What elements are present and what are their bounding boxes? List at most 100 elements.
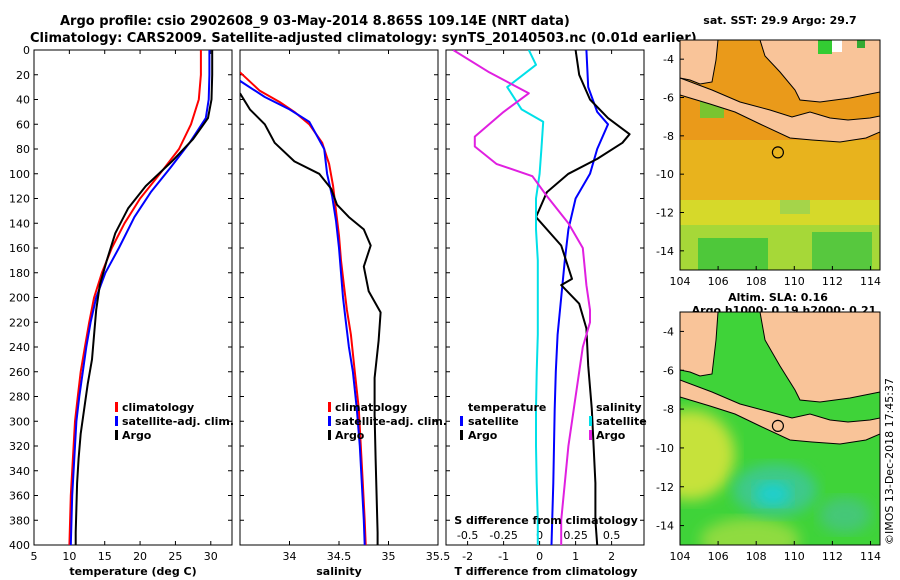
t-diff-xlabel: T difference from climatology bbox=[454, 565, 637, 578]
x-tick-label: 25 bbox=[168, 550, 182, 563]
x-tick-label: -2 bbox=[462, 550, 473, 563]
legend-satellite: satellite-adj. clim. bbox=[335, 415, 447, 428]
map-x-tick-label: 114 bbox=[860, 550, 881, 563]
series-line bbox=[550, 50, 609, 545]
legend-t-argo-swatch bbox=[460, 430, 463, 440]
y-tick-label: 240 bbox=[9, 341, 30, 354]
x-tick-label: 20 bbox=[133, 550, 147, 563]
legend-argo: Argo bbox=[122, 429, 152, 442]
legend-s-argo-swatch bbox=[589, 430, 592, 440]
legend-argo-swatch bbox=[328, 430, 331, 440]
x2-tick-label: 0.5 bbox=[603, 529, 621, 542]
map-y-tick-label: -8 bbox=[663, 403, 674, 416]
imos-stamp: ©IMOS 13-Dec-2018 17:45:37 bbox=[883, 378, 896, 545]
sla-map-frame bbox=[679, 311, 881, 546]
sst-map-title: sat. SST: 29.9 Argo: 29.7 bbox=[703, 14, 856, 27]
legend-argo: Argo bbox=[335, 429, 365, 442]
series-line bbox=[506, 50, 545, 545]
sla-map-profile-marker bbox=[771, 419, 785, 432]
series-line bbox=[452, 50, 591, 545]
map-x-tick-label: 104 bbox=[670, 550, 691, 563]
map-y-tick-label: -6 bbox=[663, 364, 674, 377]
y-tick-label: 340 bbox=[9, 465, 30, 478]
series-line bbox=[68, 50, 202, 545]
y-tick-label: 80 bbox=[16, 143, 30, 156]
difference-panel: -2 -1 0 1 2 -0.5 -0.25 0 0.25 0.5 S difference fr… bbox=[445, 49, 647, 578]
x-tick-label: 34 bbox=[283, 550, 297, 563]
y-tick-label: 20 bbox=[16, 69, 30, 82]
sst-map-profile-marker bbox=[771, 146, 785, 159]
legend-satellite-swatch bbox=[328, 416, 331, 426]
x-tick-label: 1 bbox=[572, 550, 579, 563]
map-x-tick-label: 104 bbox=[670, 275, 691, 288]
map-x-tick-label: 108 bbox=[746, 550, 767, 563]
salinity-panel: 34 34.5 35 35.5 salinity climatology satell… bbox=[239, 49, 451, 578]
map-y-tick-label: -14 bbox=[656, 520, 674, 533]
x-tick-label: 0 bbox=[536, 550, 543, 563]
series-line bbox=[74, 50, 214, 545]
sla-map-panel: Altim. SLA: 0.16 Argo h1000: 0.19 h2000:… bbox=[656, 291, 881, 563]
y-tick-label: 180 bbox=[9, 267, 30, 280]
map-y-tick-label: -4 bbox=[663, 325, 674, 338]
map-x-tick-label: 106 bbox=[708, 275, 729, 288]
map-x-tick-label: 108 bbox=[746, 275, 767, 288]
series-line bbox=[240, 80, 366, 545]
map-x-tick-label: 106 bbox=[708, 550, 729, 563]
x2-tick-label: 0.25 bbox=[563, 529, 588, 542]
y-tick-label: 260 bbox=[9, 366, 30, 379]
y-tick-label: 160 bbox=[9, 242, 30, 255]
sla-map-image bbox=[680, 312, 880, 545]
sla-map-title: Altim. SLA: 0.16 bbox=[728, 291, 828, 304]
y-tick-label: 60 bbox=[16, 118, 30, 131]
x-tick-label: 5 bbox=[31, 550, 38, 563]
y-tick-label: 220 bbox=[9, 316, 30, 329]
legend-climatology: climatology bbox=[335, 401, 407, 414]
x2-tick-label: -0.5 bbox=[457, 529, 478, 542]
salinity-xlabel: salinity bbox=[316, 565, 362, 578]
y-tick-label: 200 bbox=[9, 292, 30, 305]
y-tick-label: 120 bbox=[9, 193, 30, 206]
x-tick-label: 2 bbox=[608, 550, 615, 563]
map-x-tick-label: 110 bbox=[784, 550, 805, 563]
legend-s-argo: Argo bbox=[596, 429, 626, 442]
y-tick-label: 140 bbox=[9, 217, 30, 230]
sst-map-frame bbox=[679, 39, 881, 271]
y-tick-label: 0 bbox=[23, 44, 30, 57]
series-line bbox=[69, 50, 211, 545]
map-x-tick-label: 114 bbox=[860, 275, 881, 288]
x-tick-label: 34.5 bbox=[327, 550, 352, 563]
map-x-tick-label: 112 bbox=[822, 550, 843, 563]
legend-satellite-swatch bbox=[115, 416, 118, 426]
figure-title-line-2: Climatology: CARS2009. Satellite-adjuste… bbox=[30, 31, 697, 46]
figure-title-line-1: Argo profile: csio 2902608_9 03-May-2014… bbox=[60, 14, 570, 29]
x-tick-label: 30 bbox=[204, 550, 218, 563]
map-y-tick-label: -12 bbox=[656, 207, 674, 220]
x-tick-label: 10 bbox=[62, 550, 76, 563]
legend-temperature: temperature bbox=[468, 401, 546, 414]
x-tick-label: 35.5 bbox=[426, 550, 451, 563]
legend-t-argo: Argo bbox=[468, 429, 498, 442]
legend-t-satellite: satellite bbox=[468, 415, 519, 428]
y-tick-label: 100 bbox=[9, 168, 30, 181]
y-tick-label: 380 bbox=[9, 514, 30, 527]
temperature-xlabel: temperature (deg C) bbox=[69, 565, 196, 578]
x2-tick-label: -0.25 bbox=[489, 529, 517, 542]
salinity-axes bbox=[239, 49, 439, 546]
legend-climatology-swatch bbox=[328, 402, 331, 412]
legend-argo-swatch bbox=[115, 430, 118, 440]
y-tick-label: 300 bbox=[9, 415, 30, 428]
map-y-tick-label: -10 bbox=[656, 442, 674, 455]
y-tick-label: 360 bbox=[9, 490, 30, 503]
y-tick-label: 40 bbox=[16, 94, 30, 107]
y-tick-label: 400 bbox=[9, 539, 30, 552]
series-line bbox=[240, 92, 382, 545]
map-y-tick-label: -10 bbox=[656, 168, 674, 181]
temperature-legend: climatology satellite-adj. clim. Argo bbox=[115, 401, 234, 442]
map-x-tick-label: 110 bbox=[784, 275, 805, 288]
legend-t-satellite-swatch bbox=[460, 416, 463, 426]
difference-legend: temperature satellite Argo salinity sate… bbox=[460, 401, 647, 442]
legend-satellite: satellite-adj. clim. bbox=[122, 415, 234, 428]
x-tick-label: 15 bbox=[98, 550, 112, 563]
salinity-legend: climatology satellite-adj. clim. Argo bbox=[328, 401, 447, 442]
